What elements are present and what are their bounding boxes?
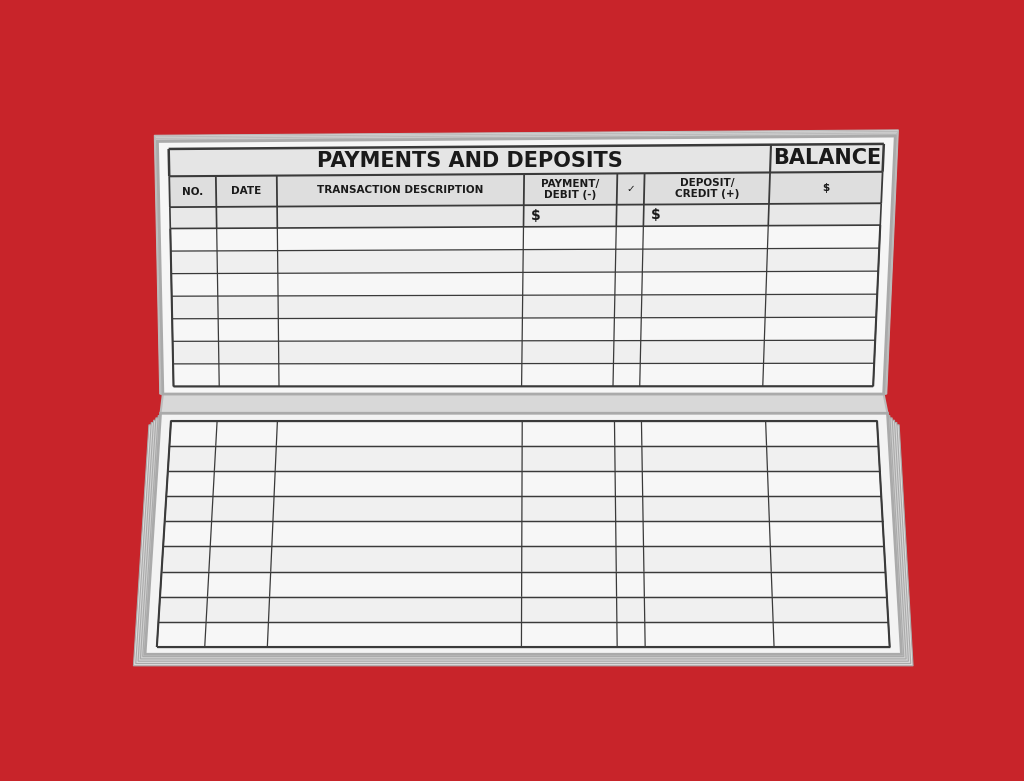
Polygon shape — [163, 521, 884, 547]
Polygon shape — [145, 413, 901, 654]
Polygon shape — [157, 622, 890, 647]
Polygon shape — [169, 420, 879, 446]
Polygon shape — [170, 225, 881, 251]
Polygon shape — [172, 294, 878, 319]
Text: DEPOSIT/
CREDIT (+): DEPOSIT/ CREDIT (+) — [675, 178, 739, 199]
Text: ✓: ✓ — [627, 184, 635, 194]
Text: PAYMENTS AND DEPOSITS: PAYMENTS AND DEPOSITS — [316, 151, 623, 170]
Polygon shape — [155, 130, 898, 394]
Polygon shape — [133, 425, 913, 666]
Polygon shape — [158, 136, 895, 394]
Polygon shape — [173, 363, 874, 387]
Text: $: $ — [650, 209, 660, 223]
Polygon shape — [140, 418, 906, 659]
Polygon shape — [159, 597, 888, 622]
Text: DATE: DATE — [231, 186, 262, 196]
Polygon shape — [142, 415, 904, 657]
Text: BALANCE: BALANCE — [773, 148, 881, 168]
Text: PAYMENT/
DEBIT (-): PAYMENT/ DEBIT (-) — [542, 179, 600, 200]
Polygon shape — [173, 341, 876, 364]
Polygon shape — [162, 547, 886, 572]
Polygon shape — [160, 572, 887, 597]
Polygon shape — [165, 496, 883, 521]
Polygon shape — [136, 423, 910, 664]
Polygon shape — [170, 203, 882, 229]
Polygon shape — [168, 446, 880, 471]
Polygon shape — [157, 134, 896, 394]
Polygon shape — [161, 394, 888, 413]
Polygon shape — [138, 420, 908, 662]
Polygon shape — [171, 271, 879, 296]
Polygon shape — [156, 133, 897, 394]
Text: TRANSACTION DESCRIPTION: TRANSACTION DESCRIPTION — [317, 185, 483, 195]
Polygon shape — [172, 317, 877, 341]
Polygon shape — [169, 172, 883, 207]
Text: NO.: NO. — [182, 187, 204, 197]
Polygon shape — [166, 471, 882, 496]
Polygon shape — [155, 131, 898, 394]
Text: $: $ — [822, 183, 829, 193]
Text: $: $ — [530, 209, 541, 223]
Polygon shape — [171, 248, 880, 273]
Polygon shape — [169, 144, 884, 177]
